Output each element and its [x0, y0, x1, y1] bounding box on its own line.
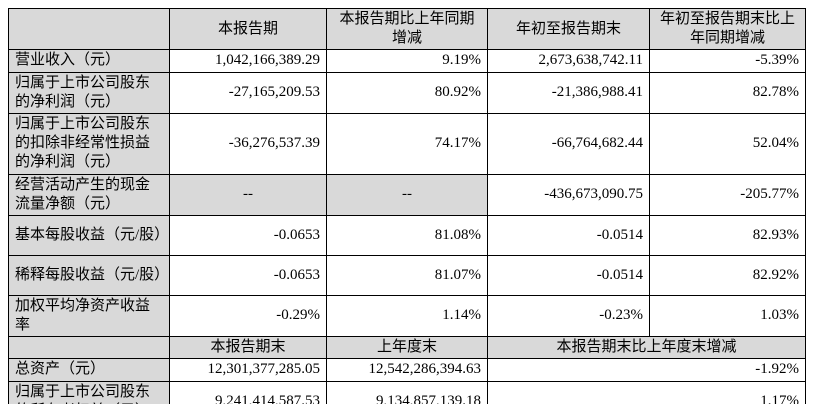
- cash-flow-ytd-yoy-change: -205.77%: [649, 173, 806, 216]
- net-profit-yoy-change: 80.92%: [326, 71, 488, 114]
- table-header-row-top: 本报告期 本报告期比上年同期增减 年初至报告期末 年初至报告期末比上年同期增减: [8, 7, 806, 51]
- table-row-basic-eps: 基本每股收益（元/股） -0.0653 81.08% -0.0514 82.93…: [8, 214, 806, 256]
- excl-nonrecurring-ytd-yoy-change: 52.04%: [649, 112, 806, 175]
- header-change-vs-prev-year-end: 本报告期末比上年度末增减: [487, 336, 806, 360]
- table-row-diluted-eps: 稀释每股收益（元/股） -0.0653 81.07% -0.0514 82.92…: [8, 254, 806, 296]
- diluted-eps-year-to-date: -0.0514: [487, 254, 650, 296]
- revenue-ytd-yoy-change: -5.39%: [649, 49, 806, 73]
- excl-nonrecurring-year-to-date: -66,764,682.44: [487, 112, 650, 175]
- revenue-current-period: 1,042,166,389.29: [169, 49, 327, 73]
- table-row-total-assets: 总资产（元） 12,301,377,285.05 12,542,286,394.…: [8, 358, 806, 382]
- row-label-diluted-eps: 稀释每股收益（元/股）: [8, 254, 170, 296]
- excl-nonrecurring-yoy-change: 74.17%: [326, 112, 488, 175]
- revenue-yoy-change: 9.19%: [326, 49, 488, 73]
- table-header-row-bottom: 本报告期末 上年度末 本报告期末比上年度末增减: [8, 336, 806, 360]
- header-end-of-period: 本报告期末: [169, 336, 327, 360]
- excl-nonrecurring-current-period: -36,276,537.39: [169, 112, 327, 175]
- basic-eps-current-period: -0.0653: [169, 214, 327, 256]
- header-current-period: 本报告期: [169, 7, 327, 51]
- total-assets-change: -1.92%: [487, 358, 806, 382]
- header-yoy-change: 本报告期比上年同期增减: [326, 7, 488, 51]
- table-row-net-profit-excl-nonrecurring: 归属于上市公司股东的扣除非经常性损益的净利润（元） -36,276,537.39…: [8, 112, 806, 175]
- row-label-net-profit-excl-nonrecurring: 归属于上市公司股东的扣除非经常性损益的净利润（元）: [8, 112, 170, 175]
- row-label-total-assets: 总资产（元）: [8, 358, 170, 382]
- row-label-basic-eps: 基本每股收益（元/股）: [8, 214, 170, 256]
- basic-eps-yoy-change: 81.08%: [326, 214, 488, 256]
- roe-ytd-yoy-change: 1.03%: [649, 294, 806, 338]
- header-empty-cell: [8, 7, 170, 51]
- diluted-eps-yoy-change: 81.07%: [326, 254, 488, 296]
- roe-year-to-date: -0.23%: [487, 294, 650, 338]
- table-row-net-profit: 归属于上市公司股东的净利润（元） -27,165,209.53 80.92% -…: [8, 71, 806, 114]
- row-label-owners-equity: 归属于上市公司股东的所有者权益（元）: [8, 380, 170, 404]
- header-end-of-prev-year: 上年度末: [326, 336, 488, 360]
- basic-eps-year-to-date: -0.0514: [487, 214, 650, 256]
- header-year-to-date: 年初至报告期末: [487, 7, 650, 51]
- cash-flow-year-to-date: -436,673,090.75: [487, 173, 650, 216]
- financial-summary-table: 本报告期 本报告期比上年同期增减 年初至报告期末 年初至报告期末比上年同期增减 …: [8, 7, 806, 404]
- table-row-revenue: 营业收入（元） 1,042,166,389.29 9.19% 2,673,638…: [8, 49, 806, 73]
- header-empty-cell-bottom: [8, 336, 170, 360]
- row-label-net-profit: 归属于上市公司股东的净利润（元）: [8, 71, 170, 114]
- table-row-operating-cash-flow: 经营活动产生的现金流量净额（元） -- -- -436,673,090.75 -…: [8, 173, 806, 216]
- net-profit-current-period: -27,165,209.53: [169, 71, 327, 114]
- owners-equity-end-of-prev-year: 9,134,857,139.18: [326, 380, 488, 404]
- diluted-eps-ytd-yoy-change: 82.92%: [649, 254, 806, 296]
- owners-equity-change: 1.17%: [487, 380, 806, 404]
- diluted-eps-current-period: -0.0653: [169, 254, 327, 296]
- net-profit-ytd-yoy-change: 82.78%: [649, 71, 806, 114]
- table-row-owners-equity: 归属于上市公司股东的所有者权益（元） 9,241,414,587.53 9,13…: [8, 380, 806, 404]
- total-assets-end-of-prev-year: 12,542,286,394.63: [326, 358, 488, 382]
- table-row-weighted-avg-roe: 加权平均净资产收益率 -0.29% 1.14% -0.23% 1.03%: [8, 294, 806, 338]
- revenue-year-to-date: 2,673,638,742.11: [487, 49, 650, 73]
- cash-flow-yoy-change: --: [326, 173, 488, 216]
- cash-flow-current-period: --: [169, 173, 327, 216]
- owners-equity-end-of-period: 9,241,414,587.53: [169, 380, 327, 404]
- basic-eps-ytd-yoy-change: 82.93%: [649, 214, 806, 256]
- row-label-weighted-avg-roe: 加权平均净资产收益率: [8, 294, 170, 338]
- header-ytd-yoy-change: 年初至报告期末比上年同期增减: [649, 7, 806, 51]
- net-profit-year-to-date: -21,386,988.41: [487, 71, 650, 114]
- roe-yoy-change: 1.14%: [326, 294, 488, 338]
- total-assets-end-of-period: 12,301,377,285.05: [169, 358, 327, 382]
- roe-current-period: -0.29%: [169, 294, 327, 338]
- row-label-revenue: 营业收入（元）: [8, 49, 170, 73]
- row-label-operating-cash-flow: 经营活动产生的现金流量净额（元）: [8, 173, 170, 216]
